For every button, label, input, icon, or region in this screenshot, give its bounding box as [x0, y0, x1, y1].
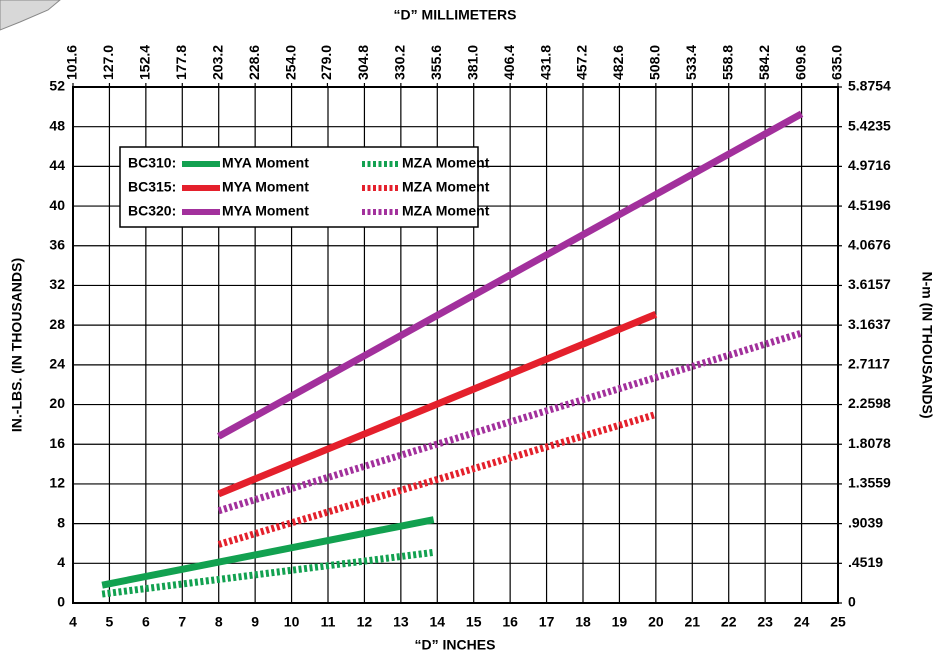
y-tick-label: 8	[57, 514, 65, 530]
y-tick-label: 20	[49, 395, 65, 411]
x2-tick-label: 609.6	[792, 45, 808, 80]
y-tick-label: 48	[49, 117, 65, 133]
legend-label: MYA Moment	[222, 203, 309, 219]
legend-label: MZA Moment	[402, 155, 490, 171]
legend-label: MYA Moment	[222, 179, 309, 195]
x-tick-label: 7	[178, 614, 186, 630]
product-image	[0, 0, 61, 31]
x2-tick-label: 558.8	[719, 45, 735, 80]
y2-tick-label: 4.0676	[848, 236, 891, 252]
series-line	[217, 411, 657, 548]
y2-tick-label: .4519	[848, 554, 883, 570]
y2-axis-label: N-m (IN THOUSANDS)	[919, 272, 935, 419]
x2-tick-label: 584.2	[756, 45, 772, 80]
series-line	[217, 329, 803, 515]
legend-group: BC315:	[128, 179, 176, 195]
x2-tick-label: 330.2	[392, 45, 408, 80]
x-tick-label: 8	[215, 614, 223, 630]
x2-tick-label: 381.0	[464, 45, 480, 80]
y-axis-label: IN.-LBS. (IN THOUSANDS)	[9, 258, 25, 432]
y-tick-label: 52	[49, 78, 65, 94]
x-tick-label: 17	[539, 614, 555, 630]
legend-box	[119, 146, 479, 228]
x2-tick-label: 101.6	[64, 45, 80, 80]
x2-tick-label: 482.6	[610, 45, 626, 80]
x-tick-label: 6	[142, 614, 150, 630]
x-tick-label: 23	[757, 614, 773, 630]
x2-tick-label: 228.6	[246, 45, 262, 80]
series-line	[101, 548, 435, 598]
x2-tick-label: 304.8	[355, 45, 371, 80]
series-line	[101, 516, 435, 589]
x-tick-label: 15	[466, 614, 482, 630]
x-tick-label: 19	[612, 614, 628, 630]
legend-label: MYA Moment	[222, 155, 309, 171]
y-tick-label: 44	[49, 157, 65, 173]
y2-tick-label: 2.2598	[848, 395, 891, 411]
y-tick-label: 12	[49, 475, 65, 491]
x-tick-label: 13	[393, 614, 409, 630]
legend-group: BC310:	[128, 155, 176, 171]
x-tick-label: 5	[106, 614, 114, 630]
y-tick-label: 4	[57, 554, 65, 570]
chart-title: “D” MILLIMETERS	[394, 7, 517, 23]
y-tick-label: 0	[57, 594, 65, 610]
legend-label: MZA Moment	[402, 203, 490, 219]
x-tick-label: 11	[321, 614, 336, 630]
y-tick-label: 28	[49, 316, 65, 332]
x2-tick-label: 406.4	[501, 45, 517, 80]
x-tick-label: 10	[284, 614, 300, 630]
x2-tick-label: 127.0	[100, 45, 116, 80]
x2-tick-label: 203.2	[209, 45, 225, 80]
y2-tick-label: 4.5196	[848, 197, 891, 213]
y-tick-label: 40	[49, 197, 65, 213]
y2-tick-label: 5.4235	[848, 117, 891, 133]
x-axis-label: “D” INCHES	[415, 637, 496, 653]
series-line	[217, 110, 804, 440]
y-tick-label: 32	[49, 276, 65, 292]
legend-label: MZA Moment	[402, 179, 490, 195]
y2-tick-label: 1.3559	[848, 475, 891, 491]
y2-tick-label: 2.7117	[848, 356, 890, 372]
series-line	[217, 311, 658, 498]
x-tick-label: 14	[429, 614, 445, 630]
y2-tick-label: 3.6157	[848, 276, 891, 292]
x2-tick-label: 533.4	[683, 45, 699, 80]
y-tick-label: 16	[49, 435, 65, 451]
x-tick-label: 21	[684, 614, 700, 630]
x-tick-label: 4	[69, 614, 77, 630]
x2-tick-label: 152.4	[137, 45, 153, 80]
y2-tick-label: 5.8754	[848, 78, 891, 94]
y2-tick-label: 1.8078	[848, 435, 891, 451]
x-tick-label: 22	[721, 614, 737, 630]
x-tick-label: 12	[357, 614, 373, 630]
x-tick-label: 20	[648, 614, 664, 630]
x2-tick-label: 254.0	[282, 45, 298, 80]
y2-tick-label: 0	[848, 594, 856, 610]
x2-tick-label: 177.8	[173, 45, 189, 80]
y2-tick-label: 4.9716	[848, 157, 891, 173]
x2-tick-label: 457.2	[574, 45, 590, 80]
legend-group: BC320:	[128, 203, 176, 219]
y-tick-label: 36	[49, 236, 65, 252]
x2-tick-label: 508.0	[647, 45, 663, 80]
y2-tick-label: 3.1637	[848, 316, 891, 332]
x-tick-label: 16	[502, 614, 518, 630]
x-tick-label: 9	[251, 614, 259, 630]
x2-tick-label: 355.6	[428, 45, 444, 80]
y-tick-label: 24	[49, 356, 65, 372]
y2-tick-label: .9039	[848, 514, 883, 530]
x2-tick-label: 635.0	[829, 45, 845, 80]
x-tick-label: 24	[794, 614, 810, 630]
x2-tick-label: 279.0	[318, 45, 334, 80]
x-tick-label: 18	[575, 614, 591, 630]
x-tick-label: 25	[830, 614, 846, 630]
x2-tick-label: 431.8	[537, 45, 553, 80]
